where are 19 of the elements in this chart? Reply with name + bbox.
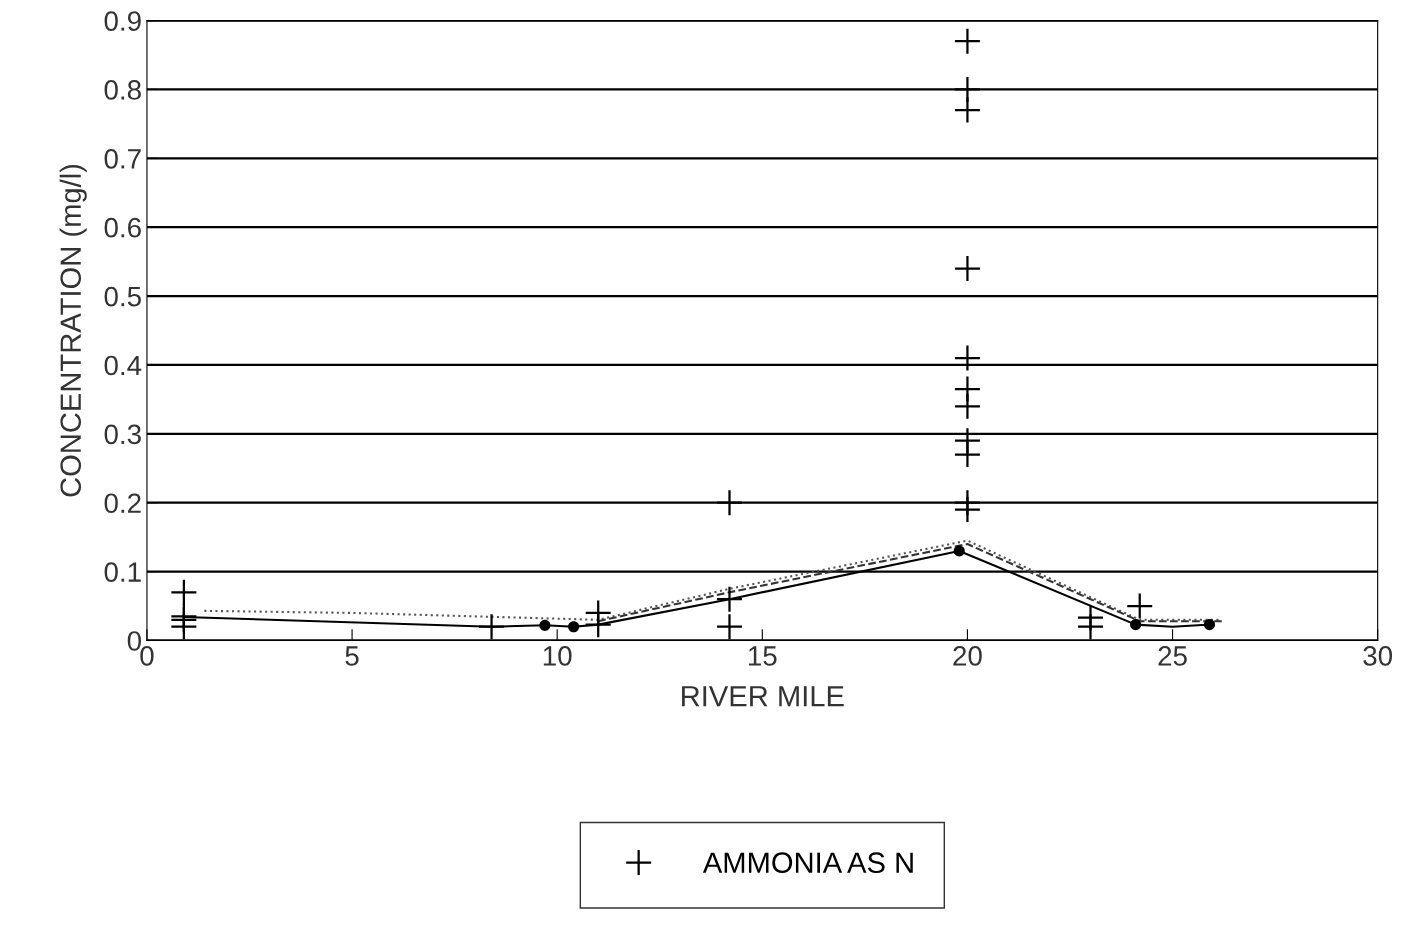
legend-label: AMMONIA AS N — [702, 852, 913, 874]
y-tick-label: 0.9 — [104, 11, 141, 31]
y-tick-label: 0.7 — [104, 149, 141, 169]
x-tick-label: 25 — [1158, 646, 1187, 666]
y-tick-label: 0.5 — [104, 286, 141, 307]
y-axis-title: CONCENTRATION (mg/l) — [59, 164, 87, 497]
y-tick-label: 0 — [127, 631, 142, 651]
x-tick-label: 15 — [748, 646, 777, 666]
y-tick-label: 0.8 — [104, 80, 141, 100]
x-tick-label: 10 — [543, 646, 572, 666]
x-axis-title: RIVER MILE — [682, 686, 844, 707]
y-tick-label: 0.4 — [104, 355, 142, 376]
y-tick-label: 0.6 — [104, 217, 141, 238]
x-tick-label: 20 — [953, 646, 982, 666]
x-tick-label: 5 — [345, 646, 359, 666]
x-tick-label: 30 — [1363, 646, 1393, 666]
y-tick-label: 0.3 — [104, 424, 141, 445]
y-tick-label: 0.2 — [104, 493, 141, 514]
y-tick-label: 0.1 — [104, 562, 141, 582]
